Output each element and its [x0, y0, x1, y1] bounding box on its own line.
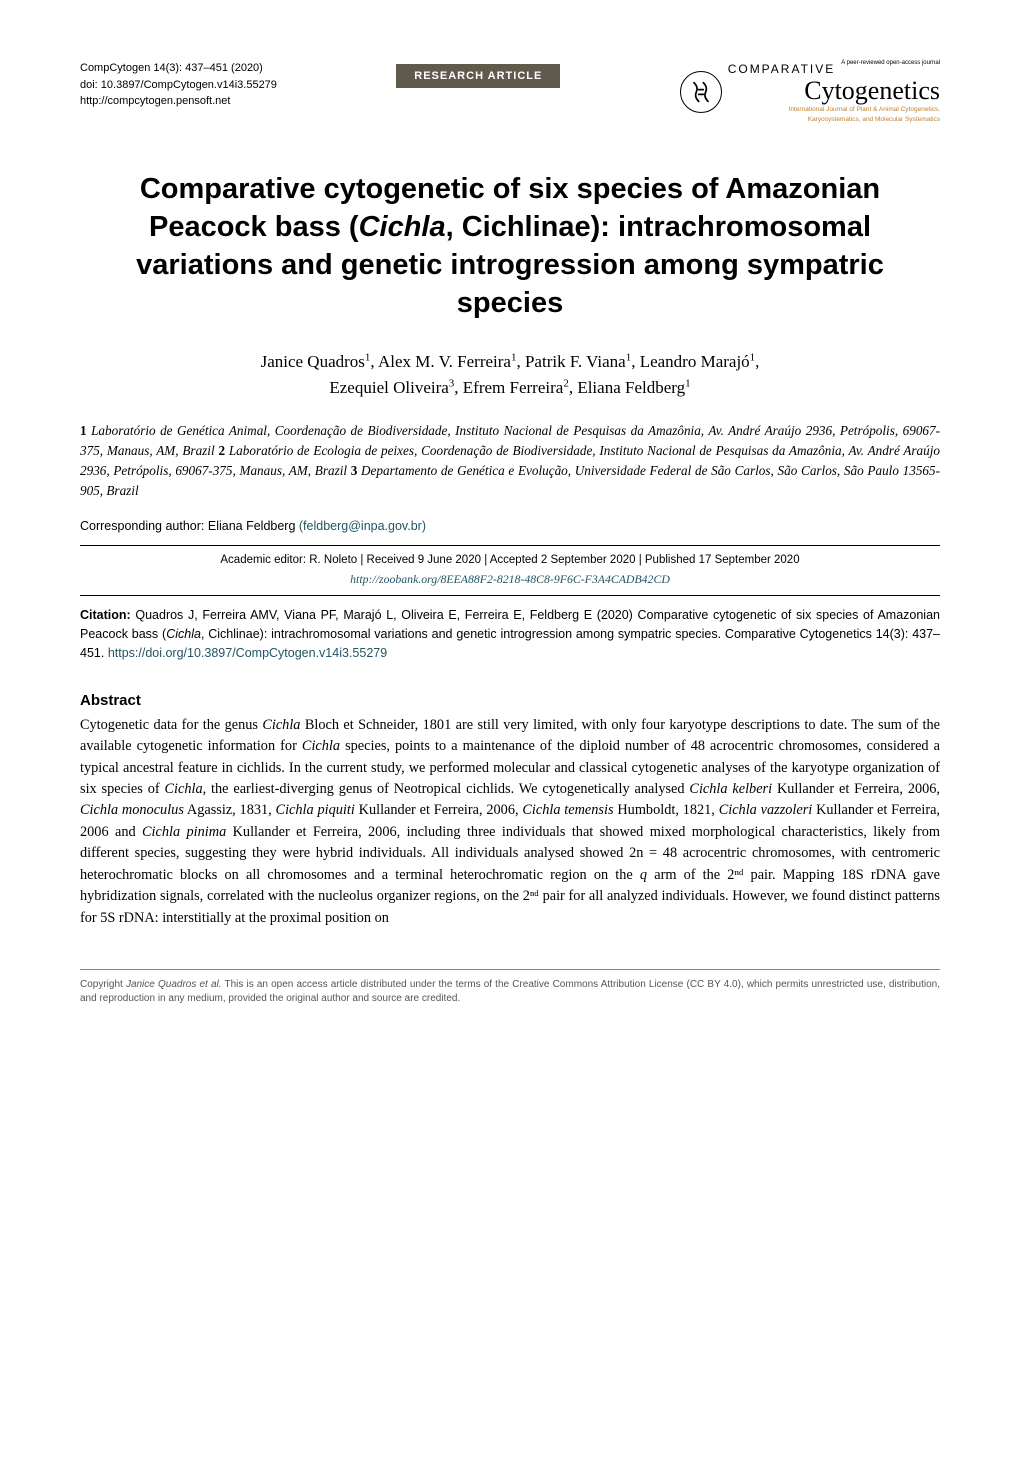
journal-url[interactable]: http://compcytogen.pensoft.net	[80, 95, 230, 107]
editor-dates-line: Academic editor: R. Noleto | Received 9 …	[80, 554, 940, 566]
article-title: Comparative cytogenetic of six species o…	[80, 170, 940, 323]
corresponding-author: Corresponding author: Eliana Feldberg (f…	[80, 519, 940, 533]
affil-1-num: 1	[80, 423, 87, 438]
journal-logo: COMPARATIVE A peer-reviewed open-access j…	[680, 60, 940, 124]
logo-peer-review: A peer-reviewed open-access journal	[841, 60, 940, 66]
abstract-text: , the earliest-diverging genus of Neotro…	[203, 781, 690, 797]
abstract-text: Humboldt, 1821,	[614, 802, 719, 818]
citation-label: Citation:	[80, 608, 135, 622]
corresponding-label: Corresponding author:	[80, 519, 208, 533]
abstract-text: Cytogenetic data for the genus	[80, 717, 262, 733]
abstract-text: Agassiz, 1831,	[184, 802, 276, 818]
abstract-italic: Cichla vazzoleri	[719, 802, 813, 818]
logo-cytogenetics: Cytogenetics	[728, 78, 940, 104]
zoobank-link: http://zoobank.org/8EEA88F2-8218-48C8-9F…	[80, 572, 940, 587]
authors-line-1: Janice Quadros1, Alex M. V. Ferreira1, P…	[80, 349, 940, 375]
header-row: CompCytogen 14(3): 437–451 (2020) doi: 1…	[80, 60, 940, 124]
abstract-text: Kullander et Ferreira, 2006,	[355, 802, 523, 818]
abstract-italic: Cichla monoculus	[80, 802, 184, 818]
doi-line: doi: 10.3897/CompCytogen.v14i3.55279	[80, 77, 277, 94]
divider	[80, 595, 940, 596]
article-type-badge: RESEARCH ARTICLE	[396, 64, 560, 88]
abstract-text: Kullander et Ferreira, 2006,	[772, 781, 940, 797]
header-meta: CompCytogen 14(3): 437–451 (2020) doi: 1…	[80, 60, 277, 110]
logo-comparative: COMPARATIVE	[728, 62, 836, 76]
abstract-italic: Cichla	[164, 781, 202, 797]
abstract-italic: Cichla	[262, 717, 300, 733]
citation-doi[interactable]: https://doi.org/10.3897/CompCytogen.v14i…	[108, 646, 387, 660]
zoobank-url[interactable]: http://zoobank.org/8EEA88F2-8218-48C8-9F…	[350, 572, 670, 586]
corresponding-email[interactable]: (feldberg@inpa.gov.br)	[299, 519, 426, 533]
corresponding-name: Eliana Feldberg	[208, 519, 299, 533]
journal-line: CompCytogen 14(3): 437–451 (2020)	[80, 60, 277, 77]
abstract-italic: q	[640, 867, 647, 883]
logo-subtitle-2: Karyosystematics, and Molecular Systemat…	[728, 116, 940, 124]
footer-divider	[80, 969, 940, 970]
citation-block: Citation: Quadros J, Ferreira AMV, Viana…	[80, 606, 940, 664]
abstract-heading: Abstract	[80, 692, 940, 709]
affiliations: 1 Laboratório de Genética Animal, Coorde…	[80, 421, 940, 500]
abstract-body: Cytogenetic data for the genus Cichla Bl…	[80, 715, 940, 929]
copyright-notice: Copyright Janice Quadros et al. This is …	[80, 978, 940, 1006]
divider	[80, 545, 940, 546]
abstract-italic: Cichla pinima	[142, 824, 226, 840]
logo-subtitle-1: International Journal of Plant & Animal …	[728, 106, 940, 114]
chromosome-icon	[680, 71, 722, 113]
authors-line-2: Ezequiel Oliveira3, Efrem Ferreira2, Eli…	[80, 375, 940, 401]
abstract-italic: Cichla temensis	[522, 802, 613, 818]
abstract-italic: Cichla kelberi	[689, 781, 772, 797]
abstract-italic: Cichla	[302, 738, 340, 754]
authors: Janice Quadros1, Alex M. V. Ferreira1, P…	[80, 349, 940, 402]
abstract-italic: Cichla piquiti	[276, 802, 355, 818]
